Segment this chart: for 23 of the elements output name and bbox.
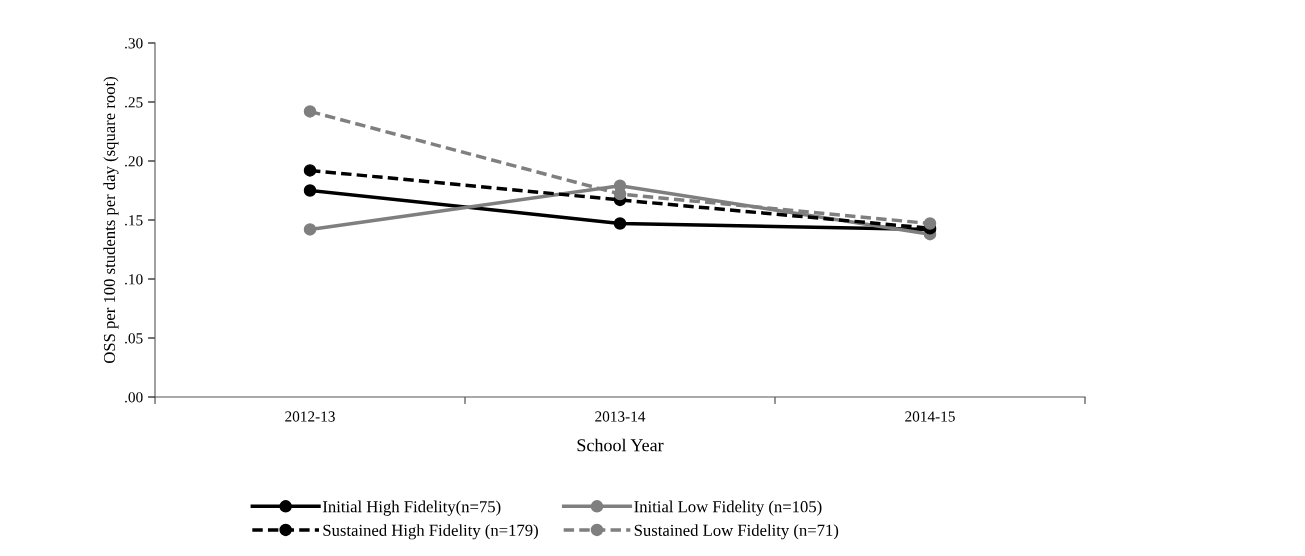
legend-label: Sustained Low Fidelity (n=71) xyxy=(634,524,839,540)
y-tick-label: .10 xyxy=(125,274,143,285)
x-axis-title: School Year xyxy=(577,438,664,452)
x-tick-label: 2012-13 xyxy=(285,411,335,422)
point xyxy=(303,223,317,236)
point xyxy=(303,164,317,177)
point xyxy=(613,187,627,201)
y-tick-label: .25 xyxy=(125,97,143,108)
point xyxy=(923,217,937,230)
x-tick-label: 2013-14 xyxy=(595,411,646,422)
y-tick-label: .00 xyxy=(125,392,143,403)
legend-label: Initial Low Fidelity (n=105) xyxy=(634,500,822,516)
point xyxy=(303,184,317,197)
y-tick-label: .05 xyxy=(125,333,143,344)
point xyxy=(613,217,627,230)
y-tick-label: .20 xyxy=(125,156,143,167)
legend-label: Sustained High Fidelity (n=179) xyxy=(323,524,538,540)
y-axis-title: OSS per 100 students per day (square root) xyxy=(103,77,119,364)
y-tick-label: .30 xyxy=(125,38,143,49)
legend-label: Initial High Fidelity(n=75) xyxy=(322,500,501,516)
point xyxy=(303,105,317,118)
x-tick-label: 2014-15 xyxy=(905,411,955,422)
y-tick-label: .15 xyxy=(125,215,143,226)
